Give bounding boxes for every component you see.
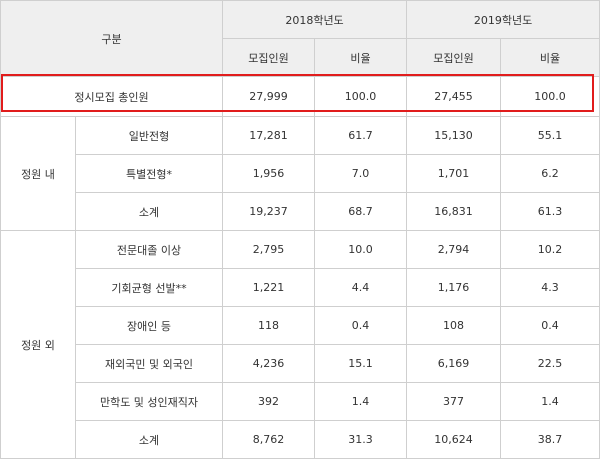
count-2018: 17,281 <box>222 116 315 155</box>
row-label: 재외국민 및 외국인 <box>75 344 223 383</box>
table-row: 소계 19,237 68.7 16,831 61.3 <box>1 192 600 231</box>
table-row: 소계 8,762 31.3 10,624 38.7 <box>1 420 600 459</box>
count-2019: 1,176 <box>406 268 502 307</box>
ratio-2018: 61.7 <box>313 116 408 155</box>
count-2019: 377 <box>406 382 502 421</box>
ratio-2019: 0.4 <box>500 306 600 345</box>
total-row: 정시모집 총인원 27,999 100.0 27,455 100.0 <box>0 76 600 117</box>
header-ratio-2019: 비율 <box>500 38 600 77</box>
row-label: 소계 <box>75 192 223 231</box>
ratio-2018: 4.4 <box>313 268 408 307</box>
ratio-2019: 38.7 <box>500 420 600 459</box>
count-2019: 16,831 <box>406 192 502 231</box>
table-row: 특별전형* 1,956 7.0 1,701 6.2 <box>1 154 600 193</box>
count-2019: 2,794 <box>406 230 502 269</box>
table-row: 정원 외 전문대졸 이상 2,795 10.0 2,794 10.2 <box>0 230 600 459</box>
header-count-2019: 모집인원 <box>406 38 502 77</box>
table-row: 장애인 등 118 0.4 108 0.4 <box>1 306 600 345</box>
row-label: 전문대졸 이상 <box>75 230 223 269</box>
count-2018: 392 <box>222 382 315 421</box>
count-2019: 15,130 <box>406 116 502 155</box>
header-row-years: 구분 2018학년도 2019학년도 <box>0 0 600 77</box>
header-count-2018: 모집인원 <box>222 38 315 77</box>
row-label: 소계 <box>75 420 223 459</box>
count-2019: 6,169 <box>406 344 502 383</box>
total-count-2018: 27,999 <box>222 76 315 117</box>
ratio-2019: 10.2 <box>500 230 600 269</box>
row-label: 만학도 및 성인재직자 <box>75 382 223 421</box>
count-2018: 8,762 <box>222 420 315 459</box>
count-2018: 118 <box>222 306 315 345</box>
ratio-2019: 61.3 <box>500 192 600 231</box>
ratio-2018: 10.0 <box>313 230 408 269</box>
header-year-2019: 2019학년도 <box>406 0 600 39</box>
total-label: 정시모집 총인원 <box>0 76 223 117</box>
count-2019: 1,701 <box>406 154 502 193</box>
row-label: 장애인 등 <box>75 306 223 345</box>
header-year-2018: 2018학년도 <box>221 0 408 39</box>
header-row-sub: 모집인원 비율 모집인원 비율 <box>1 38 600 77</box>
ratio-2019: 6.2 <box>500 154 600 193</box>
table-row: 만학도 및 성인재직자 392 1.4 377 1.4 <box>1 382 600 421</box>
ratio-2018: 7.0 <box>313 154 408 193</box>
ratio-2018: 15.1 <box>313 344 408 383</box>
count-2018: 1,221 <box>222 268 315 307</box>
ratio-2019: 55.1 <box>500 116 600 155</box>
row-label: 기회균형 선발** <box>75 268 223 307</box>
ratio-2019: 22.5 <box>500 344 600 383</box>
total-count-2019: 27,455 <box>406 76 502 117</box>
row-label: 특별전형* <box>75 154 223 193</box>
header-category: 구분 <box>0 0 223 77</box>
count-2018: 1,956 <box>222 154 315 193</box>
count-2018: 2,795 <box>222 230 315 269</box>
group-label-in: 정원 내 <box>0 116 76 231</box>
row-label: 일반전형 <box>75 116 223 155</box>
group-label-out: 정원 외 <box>0 230 76 459</box>
ratio-2018: 31.3 <box>313 420 408 459</box>
total-ratio-2018: 100.0 <box>313 76 408 117</box>
header-ratio-2018: 비율 <box>313 38 408 77</box>
table-row: 기회균형 선발** 1,221 4.4 1,176 4.3 <box>1 268 600 307</box>
ratio-2019: 4.3 <box>500 268 600 307</box>
ratio-2018: 0.4 <box>313 306 408 345</box>
total-ratio-2019: 100.0 <box>500 76 600 117</box>
table-row: 재외국민 및 외국인 4,236 15.1 6,169 22.5 <box>1 344 600 383</box>
ratio-2019: 1.4 <box>500 382 600 421</box>
count-2019: 108 <box>406 306 502 345</box>
ratio-2018: 1.4 <box>313 382 408 421</box>
table-row: 정원 내 일반전형 17,281 61.7 15,130 55.1 <box>0 116 600 231</box>
count-2019: 10,624 <box>406 420 502 459</box>
count-2018: 4,236 <box>222 344 315 383</box>
count-2018: 19,237 <box>222 192 315 231</box>
ratio-2018: 68.7 <box>313 192 408 231</box>
